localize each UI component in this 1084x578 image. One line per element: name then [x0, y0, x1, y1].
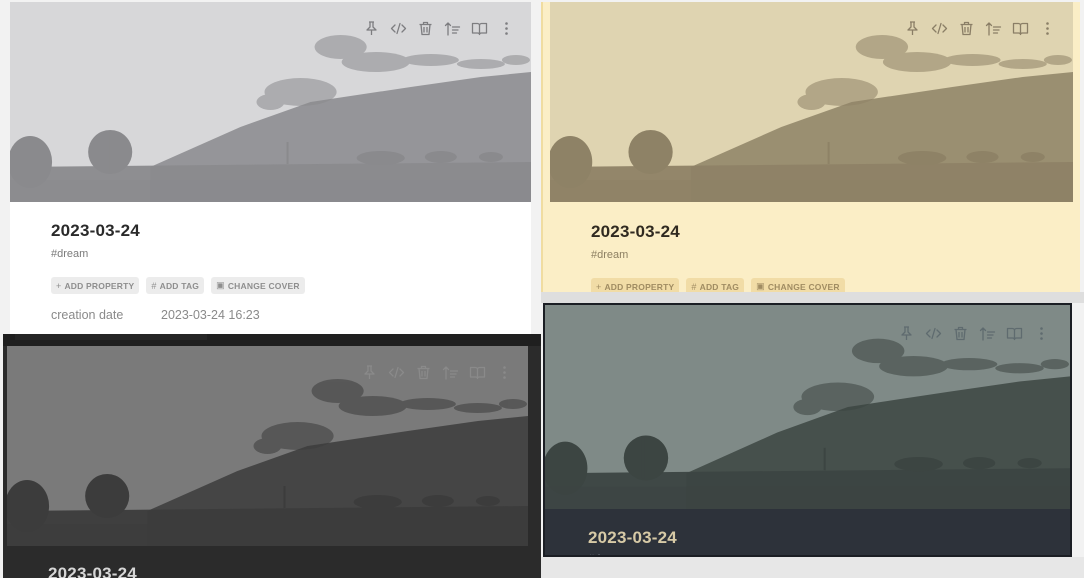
hash-icon: # — [691, 281, 697, 292]
change-cover-button[interactable]: ▣ CHANGE COVER — [751, 278, 845, 292]
page-title[interactable]: 2023-03-24 — [48, 564, 137, 578]
page-actions: + ADD PROPERTY # ADD TAG ▣ CHANGE COVER — [51, 277, 305, 294]
change-cover-button[interactable]: ▣ CHANGE COVER — [211, 277, 305, 294]
window-gap — [541, 292, 1084, 303]
more-icon[interactable] — [1033, 325, 1050, 342]
page-toolbar — [361, 364, 513, 381]
page-title[interactable]: 2023-03-24 — [588, 528, 677, 547]
plus-icon: + — [56, 280, 62, 291]
page-toolbar — [904, 20, 1056, 37]
book-icon[interactable] — [471, 20, 488, 37]
add-property-button[interactable]: + ADD PROPERTY — [591, 278, 680, 292]
image-icon: ▣ — [756, 281, 765, 291]
page-tag[interactable]: #dream — [588, 553, 625, 555]
page-title[interactable]: 2023-03-24 — [591, 222, 680, 241]
sort-icon[interactable] — [979, 325, 996, 342]
more-icon[interactable] — [496, 364, 513, 381]
page-actions: + ADD PROPERTY # ADD TAG ▣ CHANGE COVER — [591, 278, 845, 292]
add-property-label: ADD PROPERTY — [604, 281, 675, 292]
hash-icon: # — [151, 280, 157, 291]
add-tag-button[interactable]: # ADD TAG — [686, 278, 745, 292]
page-toolbar — [898, 325, 1050, 342]
pin-icon[interactable] — [904, 20, 921, 37]
pin-icon[interactable] — [361, 364, 378, 381]
code-icon[interactable] — [925, 325, 942, 342]
page-tag[interactable]: #dream — [591, 249, 629, 261]
pin-icon[interactable] — [363, 20, 380, 37]
window-border — [15, 334, 207, 340]
cover-image — [7, 346, 528, 546]
trash-icon[interactable] — [417, 20, 434, 37]
trash-icon[interactable] — [952, 325, 969, 342]
page-tag[interactable]: #dream — [51, 248, 89, 260]
change-cover-label: CHANGE COVER — [767, 281, 840, 292]
cover-image — [10, 2, 531, 202]
more-icon[interactable] — [1039, 20, 1056, 37]
book-icon[interactable] — [1006, 325, 1023, 342]
add-tag-label: ADD TAG — [159, 280, 200, 291]
pin-icon[interactable] — [898, 325, 915, 342]
trash-icon[interactable] — [958, 20, 975, 37]
book-icon[interactable] — [1012, 20, 1029, 37]
page-view-light: 2023-03-24 #dream + ADD PROPERTY # ADD TAG… — [10, 2, 531, 334]
image-icon: ▣ — [216, 280, 225, 290]
page-view-dark: 2023-03-24 — [3, 334, 541, 578]
code-icon[interactable] — [388, 364, 405, 381]
page-view-sepia: 2023-03-24 #dream + ADD PROPERTY # ADD TAG… — [541, 2, 1080, 292]
change-cover-label: CHANGE COVER — [227, 280, 300, 291]
trash-icon[interactable] — [415, 364, 432, 381]
cover-image — [550, 2, 1073, 202]
code-icon[interactable] — [390, 20, 407, 37]
page-toolbar — [363, 20, 515, 37]
plus-icon: + — [596, 281, 602, 292]
sort-icon[interactable] — [442, 364, 459, 381]
more-icon[interactable] — [498, 20, 515, 37]
property-value: 2023-03-24 16:23 — [161, 308, 260, 322]
page-view-slate: 2023-03-24 #dream — [543, 303, 1072, 557]
add-tag-button[interactable]: # ADD TAG — [146, 277, 205, 294]
property-row[interactable]: creation date 2023-03-24 16:23 — [51, 308, 260, 322]
add-tag-label: ADD TAG — [699, 281, 740, 292]
page-title[interactable]: 2023-03-24 — [51, 221, 140, 240]
property-key: creation date — [51, 308, 124, 322]
add-property-button[interactable]: + ADD PROPERTY — [51, 277, 140, 294]
add-property-label: ADD PROPERTY — [64, 280, 135, 291]
sort-icon[interactable] — [985, 20, 1002, 37]
sort-icon[interactable] — [444, 20, 461, 37]
book-icon[interactable] — [469, 364, 486, 381]
window-gap — [541, 557, 1084, 578]
code-icon[interactable] — [931, 20, 948, 37]
